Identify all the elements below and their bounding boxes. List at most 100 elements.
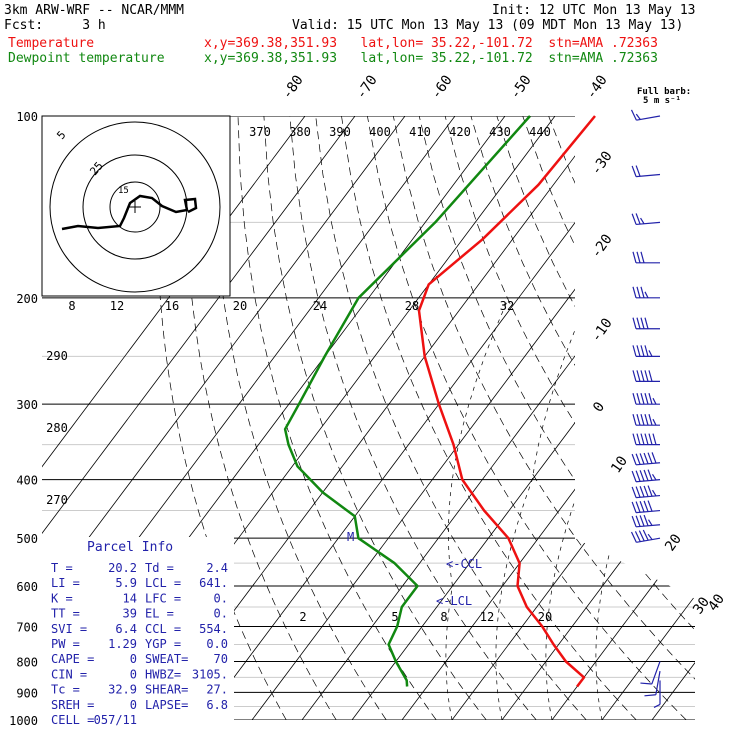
mixing-ratio-label: 20 xyxy=(538,610,552,624)
isotherm-line xyxy=(201,116,656,720)
wind-barb xyxy=(632,317,660,330)
isotherm-line xyxy=(301,116,695,720)
parcel-field-name: LFC = xyxy=(145,591,181,605)
isotherm-line xyxy=(651,116,695,720)
pressure-tick-label: 600 xyxy=(16,580,38,594)
parcel-field-name: TT = xyxy=(51,607,80,621)
hodograph-speed-label: 8 xyxy=(68,299,75,313)
wind-barb xyxy=(631,165,661,178)
hodograph-speed-label: 12 xyxy=(110,299,124,313)
isotherm-line xyxy=(551,116,695,720)
sounding-profiles xyxy=(283,115,596,688)
parcel-field-name: CIN = xyxy=(51,667,87,681)
hodograph-speed-label: 28 xyxy=(405,299,419,313)
isotherm-label: -30 xyxy=(588,148,616,178)
hodograph-ring xyxy=(49,121,221,293)
hodograph-speed-label: 20 xyxy=(233,299,247,313)
hodograph-trace xyxy=(61,194,198,231)
pressure-tick-label: 300 xyxy=(16,398,38,412)
parcel-field-value: 057/11 xyxy=(94,713,137,727)
theta-label: 410 xyxy=(409,125,431,139)
theta-label: 270 xyxy=(46,493,68,507)
parcel-field-name: HWBZ= xyxy=(145,667,181,681)
dry-adiabat-line xyxy=(522,116,695,720)
dry-adiabat-line xyxy=(392,116,695,720)
dry-adiabat-line xyxy=(341,116,637,720)
pressure-tick-label: 500 xyxy=(16,532,38,546)
wind-barb xyxy=(632,433,660,446)
parcel-field-name: SREH = xyxy=(51,698,94,712)
isotherm-label: 30 xyxy=(690,594,713,617)
wind-barb xyxy=(644,671,661,697)
parcel-field-value: 6.8 xyxy=(206,698,228,712)
dry-adiabat-line xyxy=(444,116,695,720)
dry-adiabat-line xyxy=(574,116,695,720)
dry-adiabat-line xyxy=(263,116,487,720)
isotherm-label: 10 xyxy=(608,453,631,476)
parcel-field-name: K = xyxy=(51,591,73,605)
parcel-field-value: 20.2 xyxy=(108,561,137,575)
parcel-field-value: 2.4 xyxy=(206,561,228,575)
dewpoint-legend-label: Dewpoint temperature xyxy=(8,51,165,66)
parcel-field-value: 0 xyxy=(130,652,137,666)
isotherm-line xyxy=(501,116,695,720)
theta-label: 290 xyxy=(46,349,68,363)
parcel-field-value: 39 xyxy=(123,607,137,621)
parcel-field-value: 0.0 xyxy=(206,637,228,651)
parcel-field-value: 70 xyxy=(214,652,228,666)
theta-label: 370 xyxy=(249,125,271,139)
temperature-location: x,y=369.38,351.93 lat,lon= 35.22,-101.72… xyxy=(204,36,658,51)
temperature-profile xyxy=(417,115,596,688)
hodograph-ring-label: 15 xyxy=(118,186,129,196)
pressure-tick-label: 700 xyxy=(16,620,38,634)
wind-barb xyxy=(632,251,660,264)
dewpoint-location: x,y=369.38,351.93 lat,lon= 35.22,-101.72… xyxy=(204,51,658,66)
parcel-panel-background xyxy=(42,537,234,727)
dry-adiabat-line xyxy=(289,116,537,720)
isotherm-line xyxy=(351,116,695,720)
theta-label: 440 xyxy=(529,125,551,139)
parcel-field-value: 3105. xyxy=(192,667,228,681)
theta-label: 380 xyxy=(289,125,311,139)
parcel-field-name: CELL = xyxy=(51,713,94,727)
moist-adiabat-line xyxy=(445,297,509,720)
isotherm-line xyxy=(42,116,356,720)
parcel-field-name: Tc = xyxy=(51,683,80,697)
isotherm-line xyxy=(42,116,406,720)
isotherm-line xyxy=(451,116,695,720)
moist-adiabat-line xyxy=(595,297,695,720)
mixing-ratio-label: 12 xyxy=(480,610,494,624)
hodograph-speed-label: 24 xyxy=(313,299,327,313)
valid-time: Valid: 15 UTC Mon 13 May 13 (09 MDT Mon … xyxy=(292,18,684,33)
theta-label: 430 xyxy=(489,125,511,139)
parcel-field-name: LAPSE= xyxy=(145,698,188,712)
full-barb-legend-units: 5 m s⁻¹ xyxy=(643,96,681,106)
parcel-field-value: 0 xyxy=(130,698,137,712)
full-barb-legend: Full barb: xyxy=(637,87,691,97)
dry-adiabat-line xyxy=(677,116,695,720)
parcel-field-name: SVI = xyxy=(51,622,87,636)
wind-barb xyxy=(631,514,661,528)
parcel-field-value: 0. xyxy=(214,591,228,605)
pressure-tick-label: 100 xyxy=(16,110,38,124)
model-title: 3km ARW-WRF -- NCAR/MMM xyxy=(4,3,185,18)
parcel-info-panel: Parcel Info T = 20.2 Td = 2.4 LI = 5.9 LCL = 641… xyxy=(42,537,234,727)
isotherm-label: -80 xyxy=(279,72,307,102)
isotherm-label: 40 xyxy=(705,591,728,614)
temperature-legend-label: Temperature xyxy=(8,36,95,51)
wind-barb xyxy=(631,485,661,499)
isotherm-label: -70 xyxy=(353,72,381,102)
parcel-field-value: 6.4 xyxy=(115,622,137,636)
dewpoint-profile xyxy=(283,115,531,687)
wind-barb xyxy=(630,529,661,543)
init-time: Init: 12 UTC Mon 13 May 13 xyxy=(492,3,696,18)
parcel-field-value: 5.9 xyxy=(115,576,137,590)
isotherm-label: -50 xyxy=(507,72,535,102)
isotherm-label: -60 xyxy=(428,72,456,102)
dry-adiabat-line xyxy=(418,116,695,720)
wind-barb xyxy=(640,661,661,685)
wind-barb xyxy=(631,500,661,514)
